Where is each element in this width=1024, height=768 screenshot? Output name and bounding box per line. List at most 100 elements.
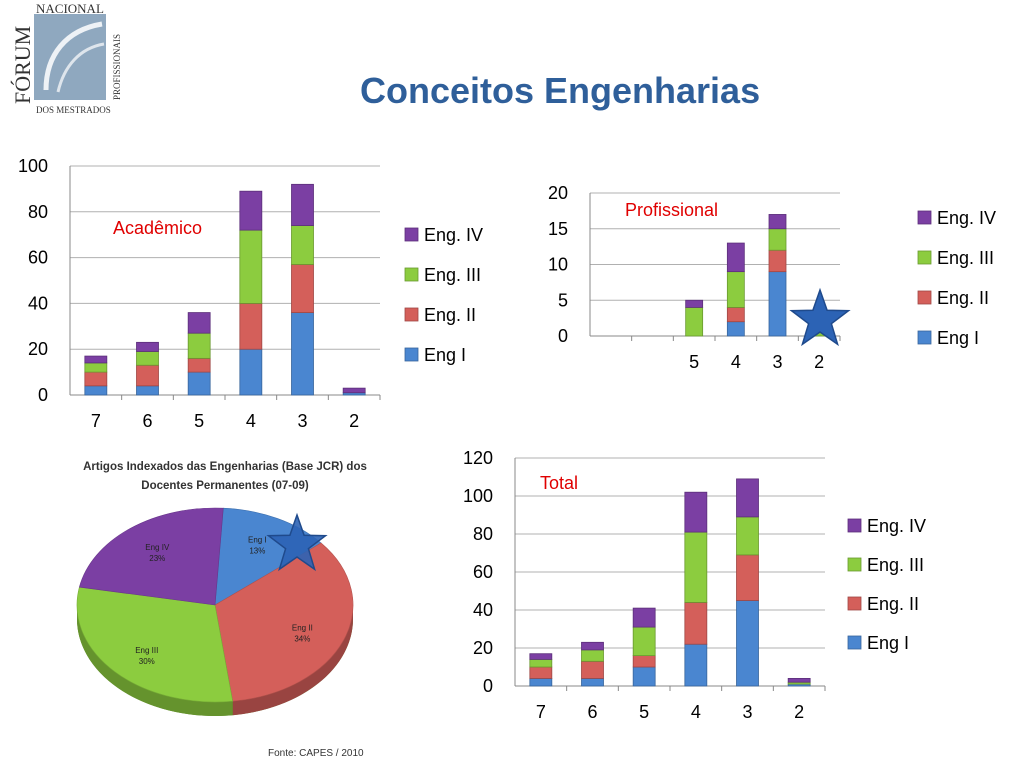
pie-slice <box>76 586 234 703</box>
bar-segment <box>726 321 745 337</box>
bar-segment <box>685 299 704 308</box>
bar-segment <box>187 371 211 396</box>
bar-segment <box>768 271 787 337</box>
x-tick-label: 5 <box>689 352 699 372</box>
x-tick-label: 3 <box>772 352 782 372</box>
bar-segment <box>736 554 759 601</box>
bar-segment <box>136 341 159 352</box>
logo-forum: FÓRUM <box>10 26 35 104</box>
bar-segment <box>736 516 759 556</box>
chart-annotation: Acadêmico <box>113 218 202 238</box>
bar-segment <box>581 660 604 679</box>
bar-segment <box>632 626 656 657</box>
y-tick-label: 0 <box>483 676 493 696</box>
y-tick-label: 0 <box>558 326 568 346</box>
legend-swatch <box>847 557 862 572</box>
y-tick-label: 10 <box>548 255 568 275</box>
bar-segment <box>768 249 787 273</box>
y-tick-label: 80 <box>473 524 493 544</box>
chart-annotation: Profissional <box>625 200 718 220</box>
legend-swatch <box>917 210 932 225</box>
bar-segment <box>736 600 759 687</box>
x-tick-label: 2 <box>794 702 804 722</box>
bar-segment <box>136 351 159 366</box>
legend-label: Eng I <box>424 345 466 365</box>
pie-chart-panel: Artigos Indexados das Engenharias (Base … <box>60 450 390 768</box>
bar-segment <box>291 312 314 396</box>
logo-nacional: NACIONAL <box>36 1 104 16</box>
legend-swatch <box>404 307 419 322</box>
y-tick-label: 20 <box>28 339 48 359</box>
x-tick-label: 4 <box>691 702 701 722</box>
pie-chart: Eng I 13% Eng II 34% Eng III 30% Eng IV 23% <box>76 507 354 716</box>
chart-annotation: Total <box>540 473 578 493</box>
x-tick-label: 3 <box>742 702 752 722</box>
academico-chart: 0 20 40 60 80 100 7 6 5 4 3 2 Eng. IV Eng. III Eng. II… <box>18 156 483 431</box>
bar-segment <box>136 385 159 396</box>
legend-label: Eng. III <box>937 248 994 268</box>
bar-segment <box>684 601 708 645</box>
x-tick-label: 3 <box>297 411 307 431</box>
legend-swatch <box>404 347 419 362</box>
bar-segment <box>726 242 745 273</box>
bar-segment <box>291 225 314 265</box>
bar-segment <box>581 641 604 651</box>
x-tick-label: 4 <box>731 352 741 372</box>
legend-label: Eng. IV <box>424 225 483 245</box>
logo-swirl <box>43 21 103 91</box>
bar-segment <box>84 355 108 364</box>
bar-segment <box>291 183 314 226</box>
legend-label: Eng. III <box>424 265 481 285</box>
bar-segment <box>685 306 704 337</box>
pie-slice <box>214 542 354 702</box>
bar-segment <box>84 371 108 387</box>
y-tick-label: 0 <box>38 385 48 405</box>
bar-segment <box>787 677 811 683</box>
bar-segment <box>684 643 708 687</box>
y-tick-label: 100 <box>463 486 493 506</box>
y-tick-label: 120 <box>463 448 493 468</box>
bar-segment <box>684 491 708 533</box>
legend-swatch <box>404 227 419 242</box>
legend-label: Eng. II <box>867 594 919 614</box>
star-icon <box>789 287 851 347</box>
total-chart: 0 20 40 60 80 100 120 7 6 5 4 3 2 Eng. IV Eng. III Eng.… <box>463 448 926 722</box>
legend-swatch <box>847 518 862 533</box>
bar-segment <box>632 607 656 628</box>
legend-swatch <box>917 250 932 265</box>
bar-segment <box>736 478 759 518</box>
bar-segment <box>136 364 159 387</box>
page-title: Conceitos Engenharias <box>360 70 761 111</box>
bar-segment <box>726 271 745 308</box>
legend-swatch <box>847 635 862 650</box>
pie-source: Fonte: CAPES / 2010 <box>268 748 364 759</box>
x-tick-label: 7 <box>91 411 101 431</box>
bar-segment <box>768 228 787 251</box>
y-tick-label: 60 <box>473 562 493 582</box>
bar-segment <box>529 677 553 687</box>
bar-segment <box>342 387 366 394</box>
bar-segment <box>632 655 656 668</box>
y-tick-label: 15 <box>548 219 568 239</box>
x-tick-label: 5 <box>194 411 204 431</box>
y-tick-label: 100 <box>18 156 48 176</box>
x-tick-label: 4 <box>246 411 256 431</box>
legend-swatch <box>404 267 419 282</box>
pie-side <box>77 605 233 716</box>
y-tick-label: 20 <box>473 638 493 658</box>
bar-segment <box>768 214 787 230</box>
bar-segment <box>684 531 708 603</box>
profissional-chart: 0 5 10 15 20 5 4 3 2 Eng. IV Eng. III Eng. II Eng I P… <box>548 183 996 372</box>
x-tick-label: 6 <box>587 702 597 722</box>
legend-label: Eng I <box>867 633 909 653</box>
bar-segment <box>187 357 211 373</box>
bar-segment <box>84 362 108 373</box>
bar-segment <box>632 666 656 687</box>
y-tick-label: 40 <box>473 600 493 620</box>
pie-slice-name: Eng IV <box>145 543 170 552</box>
bar-segment <box>239 229 263 304</box>
bar-segment <box>239 302 263 350</box>
bar-segment <box>239 190 263 231</box>
pie-slice-label: 23% <box>149 554 165 563</box>
y-tick-label: 80 <box>28 202 48 222</box>
